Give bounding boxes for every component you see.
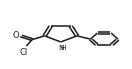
Text: Cl: Cl [20, 48, 28, 57]
Text: H: H [60, 45, 66, 51]
Text: O: O [13, 31, 19, 40]
Text: N: N [58, 45, 63, 51]
